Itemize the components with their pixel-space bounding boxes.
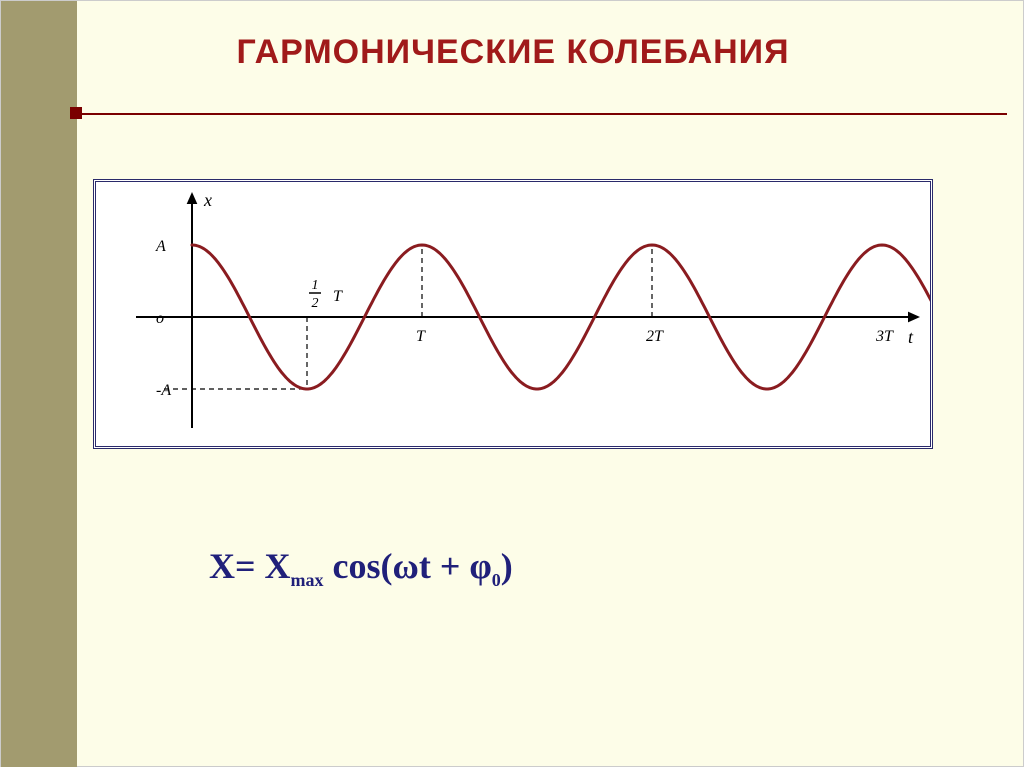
formula-lhs: X — [209, 546, 235, 586]
formula-amp: X — [265, 546, 291, 586]
svg-text:-A: -A — [156, 382, 171, 399]
formula-plus: + — [440, 546, 461, 586]
formula-amp-sub: max — [291, 570, 324, 590]
formula-phi-sub: 0 — [492, 570, 501, 590]
svg-text:t: t — [908, 327, 914, 347]
svg-text:3T: 3T — [875, 328, 894, 345]
svg-text:x: x — [203, 190, 212, 210]
svg-text:A: A — [155, 238, 166, 255]
formula-omega-t: ωt — [393, 546, 431, 586]
svg-text:T: T — [416, 328, 426, 345]
slide-title: ГАРМОНИЧЕСКИЕ КОЛЕБАНИЯ — [1, 33, 1024, 72]
cosine-chart: xtAо-A12TT2T3T — [96, 182, 930, 446]
formula-eq: = — [235, 546, 256, 586]
svg-text:2: 2 — [312, 296, 319, 311]
title-divider — [77, 113, 1007, 115]
formula-close: ) — [501, 546, 513, 586]
formula-func: cos( — [333, 546, 393, 586]
svg-text:о: о — [156, 310, 164, 327]
chart-frame: xtAо-A12TT2T3T — [93, 179, 933, 449]
svg-text:T: T — [333, 288, 343, 305]
slide: ГАРМОНИЧЕСКИЕ КОЛЕБАНИЯ xtAо-A12TT2T3T X… — [0, 0, 1024, 767]
formula-phi: φ — [469, 546, 491, 586]
formula: X= Xmax cos(ωt + φ0) — [209, 545, 513, 591]
svg-text:1: 1 — [312, 278, 319, 293]
left-accent-band — [1, 1, 77, 767]
svg-text:2T: 2T — [646, 328, 664, 345]
